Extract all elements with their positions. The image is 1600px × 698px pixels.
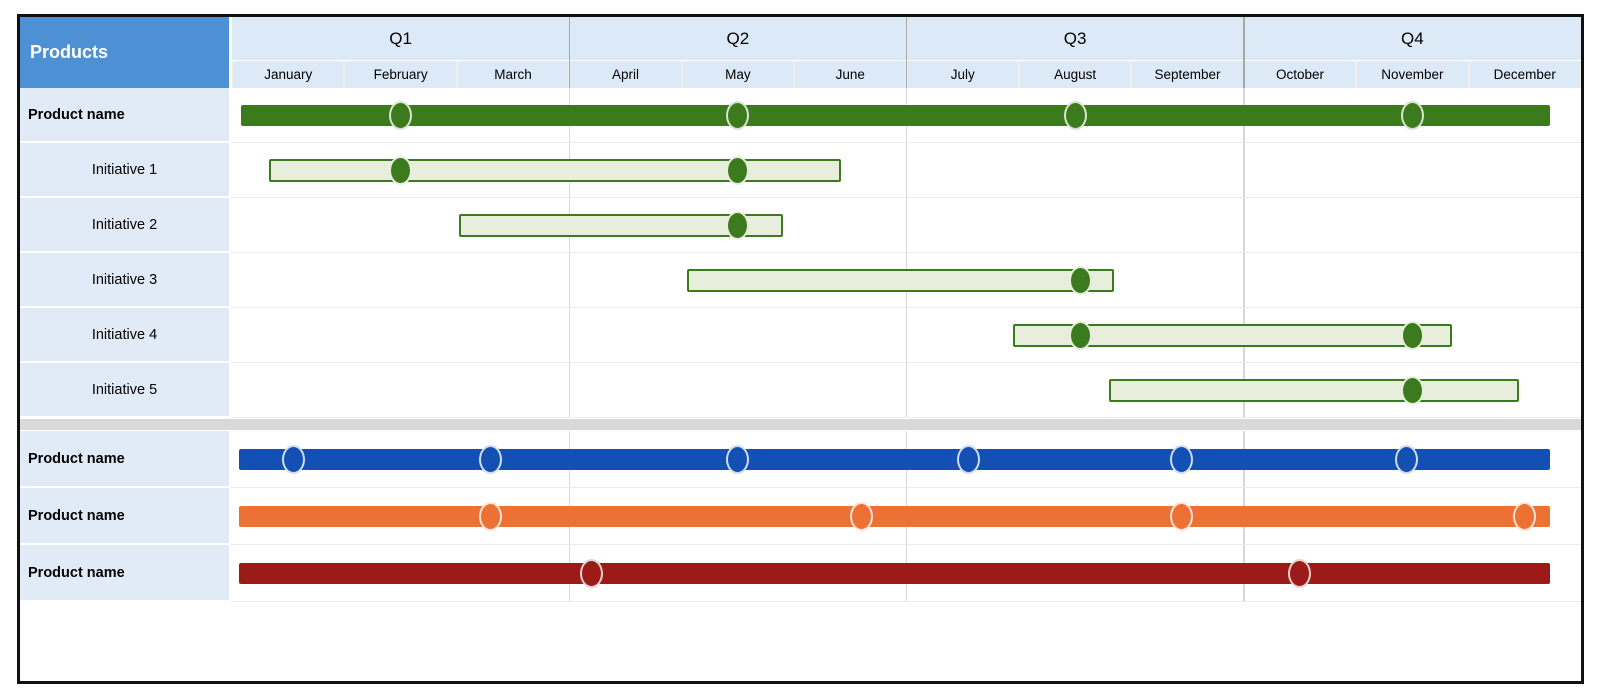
milestone-dot[interactable]	[389, 101, 413, 130]
row-label-text: Product name	[28, 450, 125, 467]
milestone-dot[interactable]	[1395, 445, 1419, 474]
row-label-initiative: Initiative 3	[20, 253, 229, 308]
month-header-february: February	[345, 61, 456, 88]
quarter-header-q4: Q4	[1243, 17, 1581, 60]
row-label-text: Initiative 4	[91, 326, 158, 343]
month-header-september: September	[1132, 61, 1243, 88]
milestone-dot[interactable]	[1069, 266, 1093, 295]
row-separator-line	[231, 417, 1581, 418]
row-label-text: Product name	[28, 106, 125, 123]
row-label-text: Initiative 1	[91, 161, 158, 178]
gantt-bar[interactable]	[687, 269, 1115, 292]
milestone-dot[interactable]	[1170, 445, 1194, 474]
milestone-dot[interactable]	[726, 101, 750, 130]
quarter-header-q3: Q3	[906, 17, 1244, 60]
gantt-bar[interactable]	[240, 105, 1550, 126]
month-header-august: August	[1019, 61, 1131, 88]
row-label-product: Product name	[20, 431, 229, 488]
month-header-april: April	[570, 61, 681, 88]
milestone-dot[interactable]	[1400, 376, 1424, 405]
gantt-bar[interactable]	[1108, 379, 1520, 402]
row-label-text: Initiative 3	[91, 271, 158, 288]
milestone-dot[interactable]	[1400, 101, 1424, 130]
quarter-header-divider	[905, 17, 908, 88]
quarter-header-q1: Q1	[232, 17, 570, 60]
gantt-bar[interactable]	[238, 563, 1550, 584]
gantt-bar[interactable]	[459, 214, 783, 237]
gantt-bar[interactable]	[1013, 324, 1452, 347]
row-label-text: Initiative 2	[91, 216, 158, 233]
month-header-july: July	[907, 61, 1018, 88]
milestone-dot[interactable]	[726, 156, 750, 185]
milestone-dot[interactable]	[580, 559, 604, 588]
milestone-dot[interactable]	[1288, 559, 1312, 588]
quarter-header-q2: Q2	[569, 17, 907, 60]
products-roadmap-table: Products Q1 Q2 Q3 Q4 January February March Apr…	[17, 14, 1584, 684]
row-separator-line	[231, 197, 1581, 198]
row-separator-line	[231, 544, 1581, 545]
gantt-bar[interactable]	[269, 159, 842, 182]
row-separator-line	[231, 362, 1581, 363]
milestone-dot[interactable]	[389, 156, 413, 185]
gantt-bar[interactable]	[238, 506, 1550, 527]
milestone-dot[interactable]	[1400, 321, 1424, 350]
month-header-march: March	[457, 61, 569, 88]
separator-band	[20, 418, 1581, 431]
milestone-dot[interactable]	[1170, 502, 1194, 531]
products-corner-label: Products	[30, 42, 109, 62]
quarter-header-divider	[1243, 17, 1245, 88]
month-header-october: October	[1244, 61, 1356, 88]
quarter-gridline	[568, 88, 570, 602]
row-separator-line	[231, 601, 1581, 602]
milestone-dot[interactable]	[726, 211, 750, 240]
month-header-december: December	[1469, 61, 1580, 88]
milestone-dot[interactable]	[956, 445, 980, 474]
row-label-text: Product name	[28, 564, 125, 581]
products-corner-header: Products	[20, 17, 229, 88]
milestone-dot[interactable]	[282, 445, 306, 474]
milestone-dot[interactable]	[1069, 321, 1093, 350]
row-label-initiative: Initiative 1	[20, 143, 229, 198]
gantt-bar[interactable]	[238, 449, 1550, 470]
month-header-november: November	[1357, 61, 1468, 88]
row-separator-line	[231, 252, 1581, 253]
milestone-dot[interactable]	[479, 445, 503, 474]
row-label-text: Initiative 5	[91, 381, 158, 398]
row-separator-line	[231, 142, 1581, 143]
row-label-initiative: Initiative 5	[20, 363, 229, 418]
row-label-initiative: Initiative 4	[20, 308, 229, 363]
row-label-initiative: Initiative 2	[20, 198, 229, 253]
quarter-gridline	[905, 88, 908, 602]
row-separator-line	[231, 487, 1581, 488]
milestone-dot[interactable]	[1513, 502, 1537, 531]
row-label-product: Product name	[20, 88, 229, 143]
row-separator-line	[231, 307, 1581, 308]
month-header-january: January	[233, 61, 344, 88]
milestone-dot[interactable]	[726, 445, 750, 474]
row-label-product: Product name	[20, 545, 229, 602]
quarter-header-divider	[568, 17, 570, 88]
row-label-product: Product name	[20, 488, 229, 545]
milestone-dot[interactable]	[479, 502, 503, 531]
month-header-june: June	[795, 61, 906, 88]
month-header-may: May	[682, 61, 794, 88]
milestone-dot[interactable]	[1063, 101, 1087, 130]
row-label-text: Product name	[28, 507, 125, 524]
milestone-dot[interactable]	[850, 502, 874, 531]
